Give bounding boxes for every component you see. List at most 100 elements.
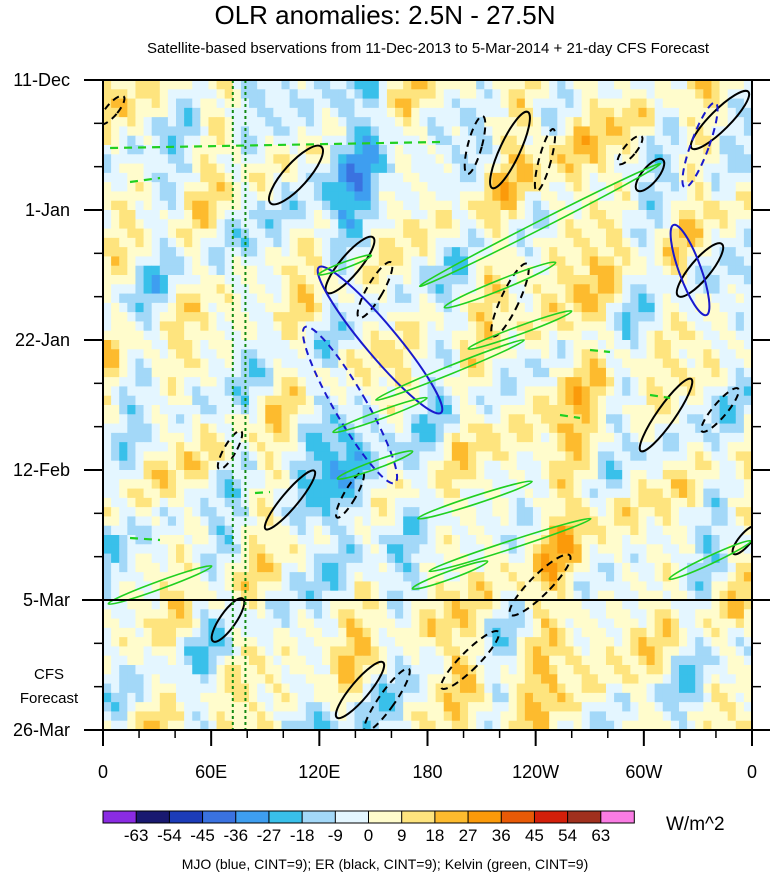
heatmap-cell xyxy=(411,163,420,174)
heatmap-cell xyxy=(638,609,647,619)
heatmap-cell xyxy=(743,497,752,508)
heatmap-cell xyxy=(549,600,558,610)
heatmap-cell xyxy=(557,145,566,155)
heatmap-cell xyxy=(232,609,242,619)
heatmap-cell xyxy=(127,340,136,350)
heatmap-cell xyxy=(346,497,355,508)
heatmap-cell xyxy=(638,377,647,387)
heatmap-cell xyxy=(695,525,704,536)
heatmap-cell xyxy=(411,497,420,508)
heatmap-cell xyxy=(589,507,599,517)
heatmap-cell xyxy=(459,117,469,127)
heatmap-cell xyxy=(313,145,323,155)
heatmap-cell xyxy=(167,516,177,527)
heatmap-cell xyxy=(622,321,631,332)
heatmap-cell xyxy=(395,358,404,369)
heatmap-cell xyxy=(516,395,526,406)
heatmap-cell xyxy=(313,572,323,582)
heatmap-cell xyxy=(654,200,664,211)
heatmap-cell xyxy=(532,618,542,629)
heatmap-cell xyxy=(370,525,380,536)
heatmap-cell xyxy=(532,367,542,378)
heatmap-cell xyxy=(565,544,574,554)
heatmap-cell xyxy=(305,163,315,174)
heatmap-cell xyxy=(313,302,323,313)
heatmap-cell xyxy=(289,553,299,564)
heatmap-cell xyxy=(492,590,501,601)
heatmap-cell xyxy=(338,618,347,629)
heatmap-cell xyxy=(289,117,299,127)
heatmap-cell xyxy=(476,544,485,554)
heatmap-cell xyxy=(240,182,250,192)
heatmap-cell xyxy=(541,395,550,406)
heatmap-cell xyxy=(419,117,428,127)
heatmap-cell xyxy=(127,470,136,480)
heatmap-cell xyxy=(403,89,412,99)
heatmap-cell xyxy=(492,312,501,322)
heatmap-cell xyxy=(289,200,299,211)
heatmap-cell xyxy=(476,618,485,629)
heatmap-cell xyxy=(622,470,631,480)
heatmap-cell xyxy=(597,293,607,304)
heatmap-cell xyxy=(143,451,153,462)
heatmap-cell xyxy=(459,126,469,137)
heatmap-cell xyxy=(378,627,388,638)
heatmap-cell xyxy=(403,256,412,267)
heatmap-cell xyxy=(297,600,307,610)
heatmap-cell xyxy=(468,414,477,424)
heatmap-cell xyxy=(386,312,396,322)
heatmap-cell xyxy=(662,525,672,536)
heatmap-cell xyxy=(184,442,193,452)
heatmap-cell xyxy=(743,340,752,350)
heatmap-cell xyxy=(362,479,372,489)
heatmap-cell xyxy=(605,470,615,480)
heatmap-cell xyxy=(143,553,153,564)
heatmap-cell xyxy=(630,609,639,619)
heatmap-cell xyxy=(200,191,209,202)
heatmap-cell xyxy=(159,172,169,183)
heatmap-cell xyxy=(249,200,258,211)
heatmap-cell xyxy=(662,405,672,415)
heatmap-cell xyxy=(532,627,542,638)
heatmap-cell xyxy=(167,312,177,322)
heatmap-cell xyxy=(159,488,169,499)
heatmap-cell xyxy=(305,349,315,359)
heatmap-cell xyxy=(273,154,282,164)
heatmap-cell xyxy=(605,256,615,267)
heatmap-cell xyxy=(451,479,461,489)
heatmap-cell xyxy=(484,126,493,137)
heatmap-cell xyxy=(265,98,274,109)
heatmap-cell xyxy=(532,349,542,359)
heatmap-cell xyxy=(735,256,745,267)
heatmap-cell xyxy=(378,80,388,90)
heatmap-cell xyxy=(557,172,566,183)
heatmap-cell xyxy=(184,107,193,118)
heatmap-cell xyxy=(597,405,607,415)
heatmap-cell xyxy=(727,302,737,313)
heatmap-cell xyxy=(703,256,712,267)
heatmap-cell xyxy=(524,247,534,257)
heatmap-cell xyxy=(184,293,193,304)
heatmap-cell xyxy=(678,312,688,322)
heatmap-cell xyxy=(605,163,615,174)
heatmap-cell xyxy=(240,405,250,415)
heatmap-cell xyxy=(476,200,485,211)
heatmap-cell xyxy=(232,405,242,415)
heatmap-cell xyxy=(670,423,680,434)
heatmap-cell xyxy=(549,405,558,415)
heatmap-cell xyxy=(638,349,647,359)
heatmap-cell xyxy=(435,135,445,146)
heatmap-cell xyxy=(111,470,120,480)
heatmap-cell xyxy=(695,479,704,489)
heatmap-cell xyxy=(468,590,477,601)
heatmap-cell xyxy=(516,637,526,647)
heatmap-cell xyxy=(443,470,453,480)
heatmap-cell xyxy=(103,553,112,564)
heatmap-cell xyxy=(549,470,558,480)
heatmap-cell xyxy=(524,163,534,174)
heatmap-cell xyxy=(184,627,193,638)
heatmap-cell xyxy=(419,516,428,527)
heatmap-cell xyxy=(549,460,558,471)
heatmap-cell xyxy=(167,479,177,489)
heatmap-cell xyxy=(711,627,720,638)
